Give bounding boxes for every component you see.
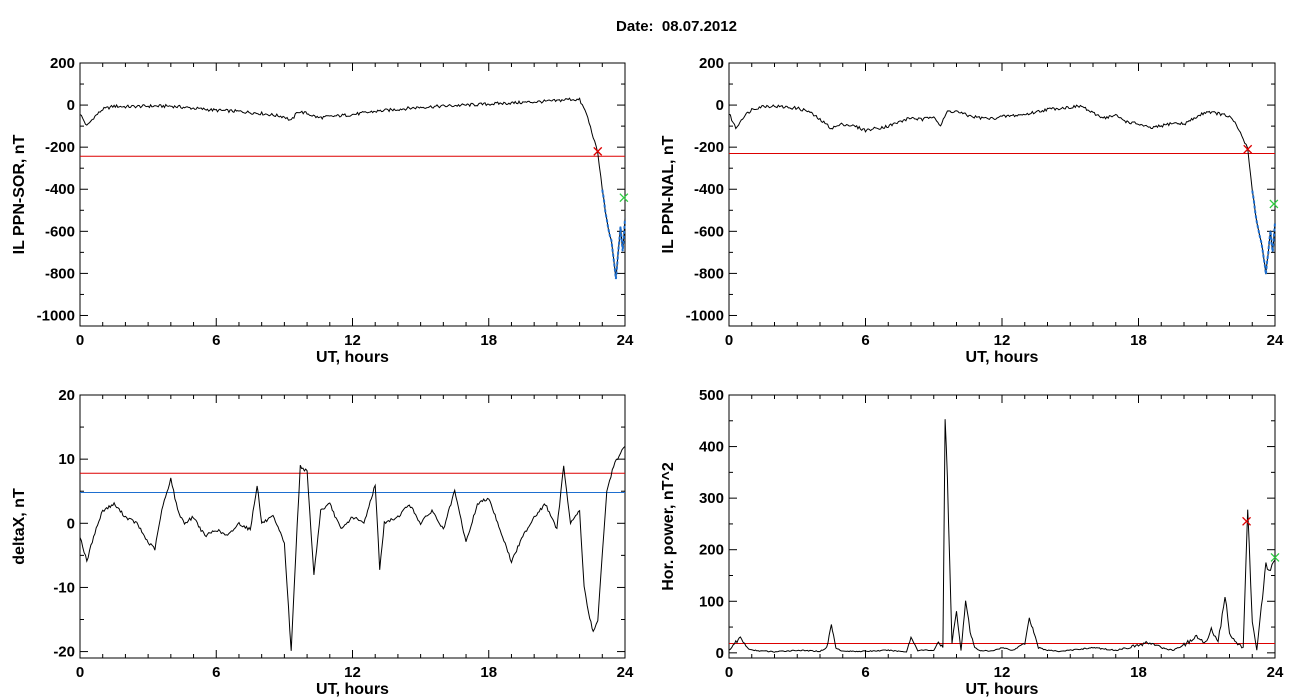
y-tick-label: 500 (699, 387, 724, 404)
x-tick-label: 18 (1130, 664, 1147, 681)
x-tick-label: 24 (1267, 332, 1284, 349)
x-tick-label: 12 (994, 332, 1011, 349)
plot-frame (79, 394, 626, 659)
y-tick-label: -1000 (37, 307, 75, 324)
y-axis-label: deltaX, nT (11, 488, 28, 565)
marker-green-x (1270, 552, 1280, 562)
panel-sor: 0 6 12 18 24 200 0 -200 -400 -600 -800 -1000 UT, hou… (11, 55, 634, 366)
series-line (79, 97, 626, 280)
x-tick-label: 24 (1267, 664, 1284, 681)
y-tick-label: 200 (50, 55, 75, 72)
x-tick-label: 24 (617, 664, 634, 681)
x-tick-label: 6 (861, 664, 869, 681)
y-tick-label: 0 (716, 645, 724, 662)
series-line (728, 419, 1276, 653)
panel-power: 0 6 12 18 24 500 400 300 200 100 0 UT, hours Hor. po… (660, 387, 1284, 698)
y-tick-label: 20 (58, 387, 75, 404)
y-tick-label: 300 (699, 490, 724, 507)
x-tick-label: 18 (480, 332, 497, 349)
x-tick-label: 6 (861, 332, 869, 349)
x-tick-label: 0 (725, 332, 733, 349)
marker-red-x (593, 146, 603, 156)
panel-deltax: 0 6 12 18 24 20 10 0 -10 -20 UT, hours deltaX, nT (11, 387, 634, 698)
y-tick-label: 200 (699, 542, 724, 559)
y-tick-label: 10 (58, 451, 75, 468)
fit-overlay-line (1251, 190, 1276, 275)
y-tick-label: -800 (694, 265, 724, 282)
y-tick-label: -800 (45, 265, 75, 282)
y-tick-label: 0 (716, 97, 724, 114)
x-tick-label: 6 (212, 664, 220, 681)
y-axis-label: IL PPN-NAL, nT (660, 135, 677, 253)
y-tick-label: -200 (694, 139, 724, 156)
y-tick-label: -10 (53, 579, 75, 596)
fit-overlay-line (601, 189, 626, 280)
y-tick-label: -200 (45, 139, 75, 156)
x-tick-label: 0 (76, 332, 84, 349)
plot-frame (79, 62, 626, 327)
panel-nal: 0 6 12 18 24 200 0 -200 -400 -600 -800 -1000 UT, hou… (660, 55, 1284, 366)
y-tick-label: -1000 (686, 307, 724, 324)
y-tick-label: -400 (694, 181, 724, 198)
x-tick-label: 0 (76, 664, 84, 681)
x-tick-label: 12 (994, 664, 1011, 681)
y-tick-label: 100 (699, 593, 724, 610)
plot-frame (728, 394, 1276, 659)
x-tick-label: 12 (344, 332, 361, 349)
x-axis-label: UT, hours (316, 681, 389, 698)
x-tick-label: 6 (212, 332, 220, 349)
y-tick-label: 0 (67, 97, 75, 114)
marker-red-x (1243, 144, 1253, 154)
date-title: Date: 08.07.2012 (616, 18, 737, 35)
x-axis-label: UT, hours (966, 681, 1039, 698)
y-tick-label: -600 (45, 223, 75, 240)
marker-green-x (619, 193, 629, 203)
x-axis-label: UT, hours (316, 349, 389, 366)
x-tick-label: 12 (344, 664, 361, 681)
y-axis-label: IL PPN-SOR, nT (11, 134, 28, 254)
y-tick-label: 400 (699, 439, 724, 456)
y-tick-label: -400 (45, 181, 75, 198)
y-tick-label: 200 (699, 55, 724, 72)
series-line (79, 445, 626, 651)
plot-frame (728, 62, 1276, 327)
y-tick-label: -600 (694, 223, 724, 240)
marker-red-x (1242, 516, 1252, 526)
series-line (728, 104, 1276, 275)
y-tick-label: 0 (67, 515, 75, 532)
marker-green-x (1269, 199, 1279, 209)
x-tick-label: 0 (725, 664, 733, 681)
x-tick-label: 24 (617, 332, 634, 349)
x-tick-label: 18 (1130, 332, 1147, 349)
x-axis-label: UT, hours (966, 349, 1039, 366)
y-tick-label: -20 (53, 644, 75, 661)
y-axis-label: Hor. power, nT^2 (660, 462, 677, 591)
x-tick-label: 18 (480, 664, 497, 681)
